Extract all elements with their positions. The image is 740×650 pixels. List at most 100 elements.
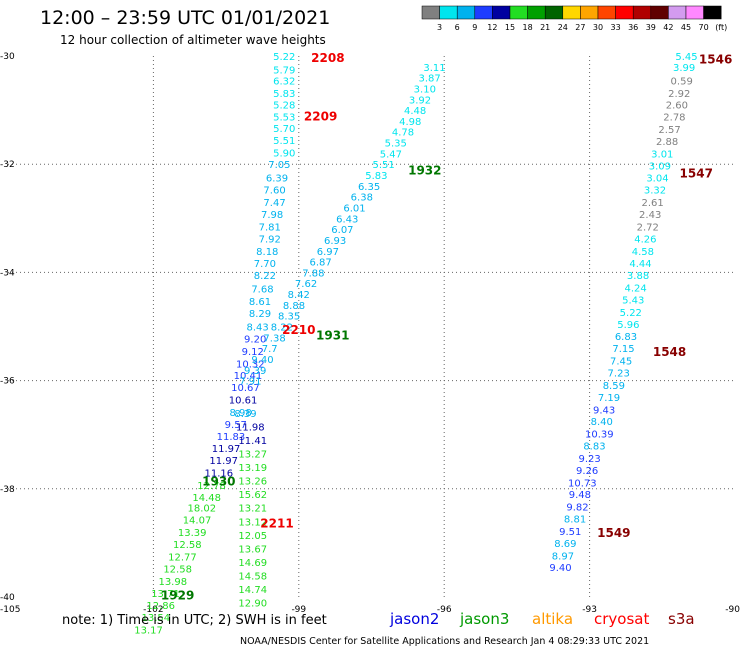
swh-value: 3.99 xyxy=(673,63,695,74)
swh-value: 15.62 xyxy=(238,490,267,501)
swh-value: 10.73 xyxy=(568,478,597,489)
swh-value: 12.58 xyxy=(173,540,202,551)
swh-value: 7.92 xyxy=(259,234,281,245)
colorbar-swatch xyxy=(544,5,564,20)
swh-value: 12.77 xyxy=(168,552,197,563)
swh-value: 7.98 xyxy=(261,210,283,221)
colorbar-label: 27 xyxy=(575,23,585,32)
swh-value: 5.96 xyxy=(617,320,639,331)
swh-value: 11.97 xyxy=(209,456,238,467)
swh-value: 3.88 xyxy=(627,271,649,282)
swh-value: 6.38 xyxy=(351,193,373,204)
swh-value: 12.78 xyxy=(197,481,226,492)
swh-value: 7.62 xyxy=(295,279,317,290)
satellite-legend-altika: altika xyxy=(532,610,573,628)
swh-value: 8.61 xyxy=(249,297,271,308)
y-tick-label: -38 xyxy=(0,485,15,495)
swh-value: 5.35 xyxy=(385,139,407,150)
pass-time-label: 1547 xyxy=(680,166,713,180)
pass-time-label: 1929 xyxy=(161,588,194,602)
swh-value: 12.58 xyxy=(163,564,192,575)
swh-value: 7.19 xyxy=(598,393,620,404)
satellite-legend-jason2: jason2 xyxy=(389,610,439,628)
swh-value: 7.47 xyxy=(263,198,285,209)
pass-time-label: 2210 xyxy=(282,323,315,337)
swh-value: 5.45 xyxy=(675,52,697,63)
swh-value: 13.17 xyxy=(134,625,163,636)
swh-value: 9.40 xyxy=(251,355,273,366)
swh-value: 14.48 xyxy=(192,493,221,504)
swh-value: 9.26 xyxy=(576,466,598,477)
swh-value: 5.28 xyxy=(273,101,295,112)
swh-value: 13.67 xyxy=(238,544,267,555)
swh-value: 6.35 xyxy=(358,182,380,193)
swh-value: 8.40 xyxy=(591,417,613,428)
swh-value: 11.83 xyxy=(217,432,246,443)
pass-time-label: 2209 xyxy=(304,110,337,124)
swh-value: 2.43 xyxy=(639,210,661,221)
swh-value: 8.22 xyxy=(271,323,293,334)
swh-value: 6.01 xyxy=(343,203,365,214)
swh-value: 14.58 xyxy=(238,571,267,582)
colorbar-label: 18 xyxy=(523,23,533,32)
swh-value: 4.98 xyxy=(399,117,421,128)
pass-time-label: 2211 xyxy=(260,516,293,530)
swh-value: 7.7 xyxy=(262,344,278,355)
swh-value: 14.74 xyxy=(238,585,267,596)
swh-value: 8.29 xyxy=(249,309,271,320)
swh-value: 13.26 xyxy=(238,477,267,488)
swh-value: 8.81 xyxy=(564,515,586,526)
satellite-legend-cryosat: cryosat xyxy=(594,610,649,628)
pass-time-label: 2208 xyxy=(311,51,344,65)
swh-value: 13.98 xyxy=(158,577,187,588)
pass-time-label: 1931 xyxy=(316,329,349,343)
swh-value: 11.41 xyxy=(238,436,267,447)
swh-value: 8.35 xyxy=(278,312,300,323)
colorbar-swatch xyxy=(615,5,634,20)
swh-value: 9.20 xyxy=(244,334,266,345)
swh-value: 4.58 xyxy=(632,247,654,258)
swh-value: 2.92 xyxy=(668,89,690,100)
footer-note: note: 1) Time is in UTC; 2) SWH is in fe… xyxy=(62,613,327,628)
swh-value: 13.12 xyxy=(238,517,267,528)
swh-value: 5.22 xyxy=(273,52,295,63)
colorbar-label: 36 xyxy=(628,23,638,32)
swh-value: 3.11 xyxy=(423,63,445,74)
swh-value: 13.19 xyxy=(238,463,267,474)
swh-value: 9.12 xyxy=(242,347,264,358)
swh-value: 10.61 xyxy=(229,396,258,407)
colorbar-swatch xyxy=(509,5,528,20)
x-tick-label: -90 xyxy=(725,605,740,615)
swh-value: 6.39 xyxy=(266,174,288,185)
satellite-legend-s3a: s3a xyxy=(668,610,695,628)
colorbar-swatch xyxy=(597,5,616,20)
swh-value: 9.39 xyxy=(244,366,266,377)
swh-value: 9.43 xyxy=(593,405,615,416)
colorbar-label: 15 xyxy=(505,23,515,32)
colorbar-label: 42 xyxy=(663,23,673,32)
swh-value: 7.38 xyxy=(263,333,285,344)
pass-time-label: 1546 xyxy=(699,53,732,67)
x-tick-label: -99 xyxy=(291,605,306,615)
swh-value: 14.69 xyxy=(238,558,267,569)
swh-value: 9.23 xyxy=(578,454,600,465)
colorbar-label: 39 xyxy=(646,23,656,32)
swh-value: 10.67 xyxy=(231,383,260,394)
swh-value: 3.09 xyxy=(649,161,671,172)
y-tick-label: -32 xyxy=(0,160,15,170)
swh-value: 3.32 xyxy=(644,186,666,197)
swh-value: 6.83 xyxy=(615,332,637,343)
colorbar-label: 45 xyxy=(681,23,691,32)
swh-value: 6.97 xyxy=(317,247,339,258)
colorbar-label: 70 xyxy=(699,23,709,32)
swh-value: 3.04 xyxy=(646,174,668,185)
colorbar-label: 3 xyxy=(437,23,442,32)
swh-value: 2.60 xyxy=(666,101,688,112)
swh-value: 8.69 xyxy=(554,539,576,550)
axis-ticks: -105 -102 -99 -96 -93 -90 -30 -32 -34 -36 -38 -40 xyxy=(0,52,740,615)
pass-time-label: 1930 xyxy=(202,475,235,489)
colorbar-legend: 3 6 9 12 15 18 21 24 27 30 33 36 39 42 45 70 (ft) xyxy=(421,5,727,32)
swh-value: 13.27 xyxy=(238,450,267,461)
swh-value: 12.90 xyxy=(238,598,267,609)
swh-value: 8.39 xyxy=(234,409,256,420)
